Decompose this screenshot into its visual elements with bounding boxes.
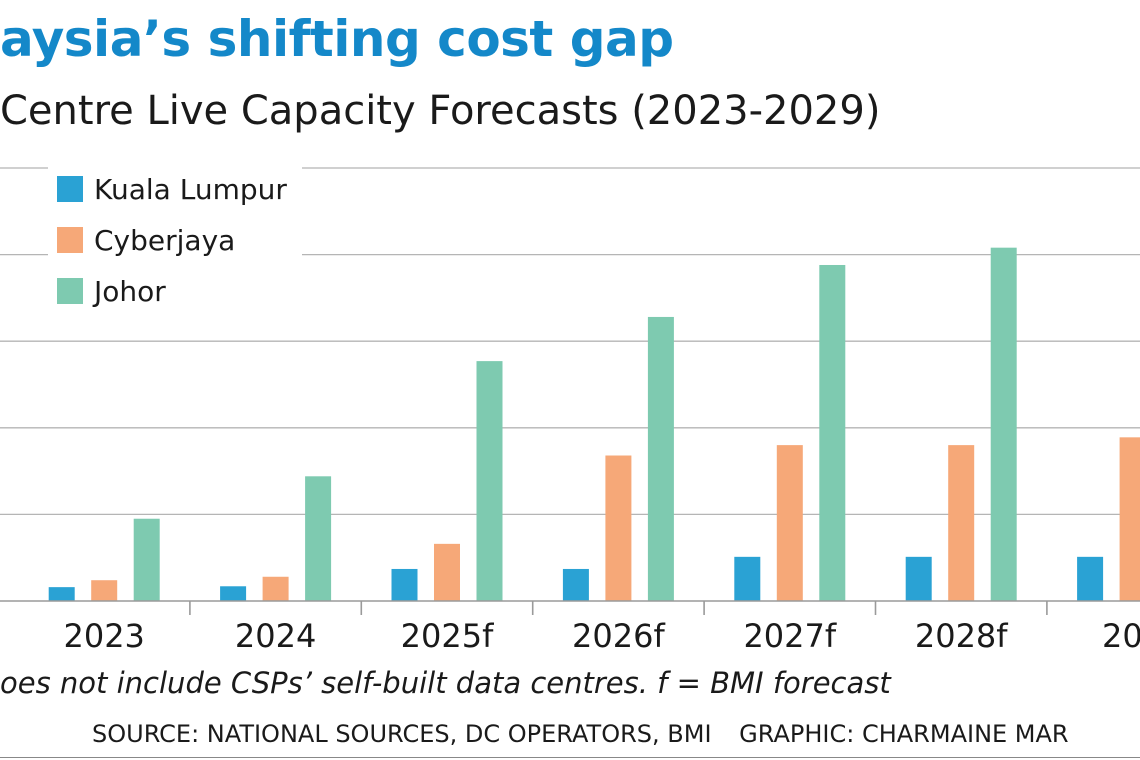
legend-label: Johor	[92, 275, 166, 308]
x-tick-label: 2025f	[401, 617, 494, 655]
bar-chart: 2023 2024 2025f 2026f 2027f 2028f 202 Kuala Lu…	[0, 167, 1140, 655]
chart-subtitle: Centre Live Capacity Forecasts (2023-202…	[0, 88, 881, 134]
bar	[1077, 556, 1104, 601]
footnote: oes not include CSPs’ self-built data ce…	[0, 666, 891, 700]
legend-swatch	[57, 278, 83, 304]
bar	[91, 580, 118, 601]
credits: SOURCE: NATIONAL SOURCES, DC OPERATORS, …	[92, 720, 1069, 748]
legend-swatch	[57, 227, 83, 253]
bar	[819, 264, 846, 601]
legend-label: Kuala Lumpur	[94, 173, 287, 206]
legend-label: Cyberjaya	[94, 224, 235, 257]
bar	[391, 568, 418, 601]
bar	[905, 556, 932, 601]
x-tick-label: 2026f	[572, 617, 665, 655]
bar	[305, 476, 332, 601]
bar	[133, 518, 160, 601]
x-tick-label: 2024	[235, 617, 316, 655]
legend-swatch	[57, 176, 83, 202]
bar	[476, 361, 503, 601]
source-credit: SOURCE: NATIONAL SOURCES, DC OPERATORS, …	[92, 720, 712, 748]
bar	[48, 587, 75, 601]
bar	[434, 543, 460, 601]
bar	[220, 586, 247, 601]
legend: Kuala Lumpur Cyberjaya Johor	[57, 173, 287, 308]
bar	[776, 445, 803, 601]
bar	[562, 568, 589, 601]
bar	[605, 455, 632, 601]
chart-title: aysia’s shifting cost gap	[0, 10, 674, 68]
bar	[948, 445, 975, 601]
bar	[990, 247, 1017, 601]
x-tick-label: 2023	[63, 617, 144, 655]
bars	[48, 247, 1140, 601]
x-tick-label: 202	[1102, 617, 1140, 655]
graphic-credit: GRAPHIC: CHARMAINE MAR	[739, 720, 1069, 748]
x-axis: 2023 2024 2025f 2026f 2027f 2028f 202	[0, 600, 1140, 655]
x-tick-label: 2028f	[915, 617, 1008, 655]
bar	[262, 576, 289, 601]
bottom-rule	[0, 757, 1140, 758]
bar	[734, 556, 761, 601]
bar	[1119, 437, 1140, 601]
bar	[647, 316, 674, 601]
x-tick-label: 2027f	[743, 617, 836, 655]
